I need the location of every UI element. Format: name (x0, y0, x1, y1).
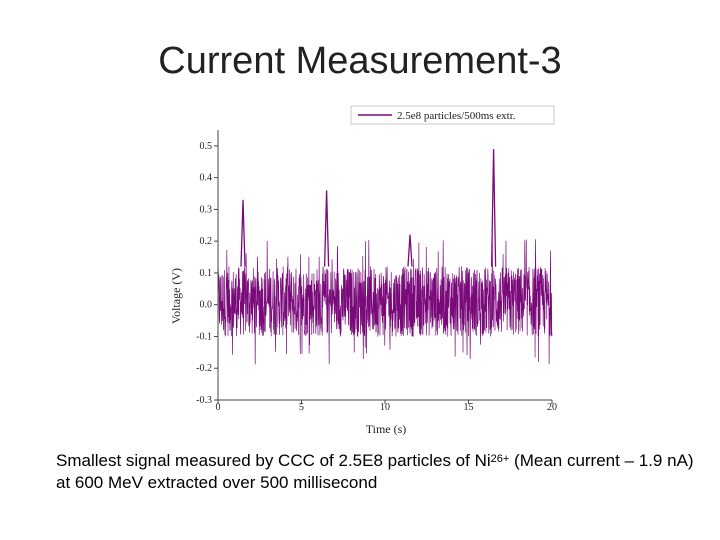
legend-box (350, 105, 555, 125)
x-tick-label: 10 (380, 402, 390, 413)
y-tick-label: 0.1 (200, 268, 213, 279)
figure-caption: Smallest signal measured by CCC of 2.5E8… (56, 450, 720, 494)
y-tick-label: 0.4 (200, 173, 213, 184)
caption-line-1-suffix: (Mean current – 1.9 nA) (509, 451, 694, 470)
y-tick-label: 0.5 (200, 141, 213, 152)
legend-label: 2.5e8 particles/500ms extr. (397, 110, 516, 122)
y-tick-label: 0.2 (200, 236, 213, 247)
caption-line-2: at 600 MeV extracted over 500 millisecon… (56, 473, 378, 492)
x-tick-label: 15 (464, 402, 474, 413)
slide-title: Current Measurement-3 (158, 40, 562, 82)
voltage-time-chart: 0 5 10 15 20 -0.3 -0.2 -0.1 0.0 0.1 0.2 0.3 0.4 0.5 2… (169, 105, 557, 436)
x-tick-label: 5 (299, 402, 304, 413)
x-tick-label: 0 (216, 402, 221, 413)
legend: 2.5e8 particles/500ms extr. (350, 105, 555, 125)
y-tick-label: 0.3 (200, 204, 213, 215)
axes: 0 5 10 15 20 -0.3 -0.2 -0.1 0.0 0.1 0.2 0.3 0.4 0.5 (196, 130, 557, 413)
signal-spike (407, 234, 413, 267)
y-tick-label: -0.2 (196, 363, 212, 374)
x-tick-label: 20 (547, 402, 557, 413)
caption-line-1: Smallest signal measured by CCC of 2.5E8… (56, 450, 720, 472)
y-axis-label: Voltage (V) (169, 268, 183, 324)
voltage-trace (217, 239, 553, 365)
charge-state-superscript: 26+ (490, 453, 510, 465)
plot-area (217, 149, 553, 365)
y-tick-label: -0.1 (196, 331, 212, 342)
y-tick-label: 0.0 (200, 300, 213, 311)
caption-line-1-text: Smallest signal measured by CCC of 2.5E8… (56, 451, 491, 470)
signal-spike (240, 199, 246, 267)
signal-spike (323, 190, 330, 267)
x-axis-label: Time (s) (366, 422, 407, 436)
y-tick-label: -0.3 (196, 395, 212, 406)
signal-spike (490, 149, 497, 267)
